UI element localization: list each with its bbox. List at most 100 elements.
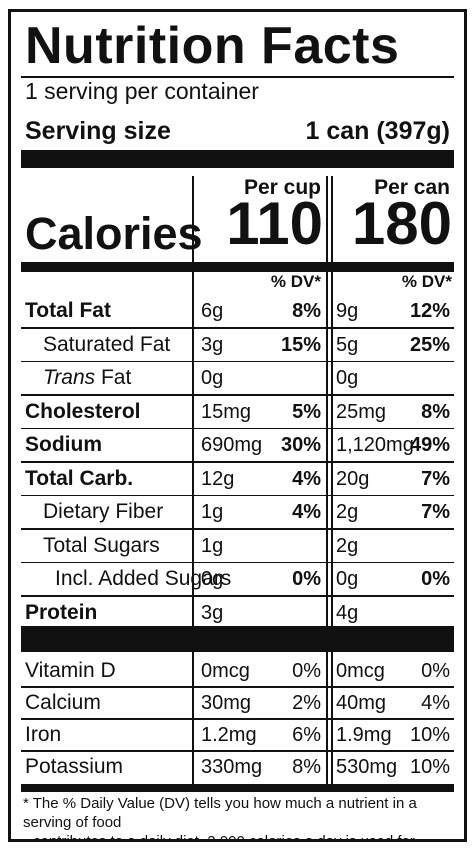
row-divider	[21, 750, 454, 752]
nutrient-label: Total Carb.	[25, 466, 134, 490]
can-dv: 25%	[409, 333, 450, 356]
cup-dv: 4%	[292, 467, 321, 490]
can-amount: 40mg	[336, 692, 387, 714]
can-amount: 1,120mg	[336, 434, 414, 456]
nutrient-row: Total Carb. 12g 4% 20g 7%	[11, 463, 464, 495]
can-dv: 4%	[421, 692, 450, 714]
nutrient-row: Total Fat 6g 8% 9g 12%	[11, 295, 464, 327]
row-divider	[21, 528, 454, 530]
row-divider	[21, 461, 454, 463]
cup-dv: 8%	[292, 300, 321, 322]
cup-amount: 15mg	[201, 400, 252, 423]
can-dv: 10%	[409, 756, 450, 778]
nutrient-label: Total Fat	[25, 299, 111, 322]
row-divider	[21, 595, 454, 597]
vitamin-label: Potassium	[25, 755, 124, 778]
nutrient-label: Protein	[25, 600, 98, 624]
nutrient-label: Sodium	[25, 433, 102, 456]
cup-amount: 3g	[201, 601, 224, 624]
serving-size-value: 1 can (397g)	[305, 117, 450, 145]
cup-amount: 12g	[201, 467, 235, 490]
vitamin-row: Iron 1.2mg 6% 1.9mg 10%	[11, 719, 464, 751]
cup-amount: 0g	[201, 367, 224, 389]
row-divider	[21, 360, 454, 362]
vitamin-label: Vitamin D	[25, 659, 116, 682]
column-divider-cup-left	[192, 176, 194, 784]
can-amount: 9g	[336, 300, 359, 322]
nutrient-row: Sodium 690mg 30% 1,120mg 49%	[11, 429, 464, 461]
cup-dv: 5%	[292, 400, 321, 423]
divider	[21, 76, 454, 78]
nutrient-row: Incl. Added Sugars 0g 0% 0g 0%	[11, 563, 464, 595]
can-dv: 7%	[421, 467, 450, 490]
serving-size-label: Serving size	[25, 117, 171, 145]
vitamin-row: Potassium 330mg 8% 530mg 10%	[11, 751, 464, 783]
can-dv: 0%	[421, 568, 450, 590]
dv-header-cup: % DV*	[270, 272, 321, 291]
can-amount: 2g	[336, 534, 359, 557]
cup-amount: 0mcg	[201, 660, 250, 682]
row-divider	[21, 394, 454, 396]
per-cup-label: Per cup	[243, 176, 321, 199]
calories-label: Calories	[25, 208, 203, 259]
vitamin-row: Vitamin D 0mcg 0% 0mcg 0%	[11, 655, 464, 687]
row-divider	[21, 561, 454, 563]
can-amount: 2g	[336, 501, 359, 523]
calories-per-cup: 110	[226, 190, 323, 257]
nutrient-label: Dietary Fiber	[43, 500, 164, 523]
cup-dv: 30%	[280, 434, 321, 456]
column-divider-cup-right	[326, 176, 328, 784]
servings-per-container: 1 serving per container	[25, 78, 259, 104]
nutrient-row: Trans Fat 0g 0g	[11, 362, 464, 394]
cup-dv: 2%	[292, 692, 321, 714]
calories-bar	[21, 262, 454, 272]
cup-dv: 0%	[292, 568, 321, 590]
can-dv: 10%	[409, 724, 450, 746]
per-can-label: Per can	[374, 176, 450, 199]
cup-amount: 6g	[201, 300, 224, 322]
cup-amount: 690mg	[201, 434, 263, 456]
calories-per-can: 180	[351, 190, 452, 257]
nutrient-label: Trans Fat	[43, 362, 131, 394]
can-dv: 7%	[421, 501, 450, 523]
panel-title: Nutrition Facts	[25, 17, 400, 75]
row-divider	[21, 686, 454, 688]
can-dv: 0%	[421, 660, 450, 682]
nutrient-row: Saturated Fat 3g 15% 5g 25%	[11, 329, 464, 361]
can-amount: 530mg	[336, 756, 398, 778]
vitamin-bar	[21, 626, 454, 652]
footnote-bar	[21, 784, 454, 792]
nutrient-row: Total Sugars 1g 2g	[11, 530, 464, 562]
nutrient-row: Cholesterol 15mg 5% 25mg 8%	[11, 396, 464, 428]
cup-dv: 0%	[292, 660, 321, 682]
can-amount: 0g	[336, 367, 359, 389]
can-dv: 49%	[409, 434, 450, 456]
can-amount: 1.9mg	[336, 724, 392, 746]
vitamin-row: Calcium 30mg 2% 40mg 4%	[11, 687, 464, 719]
footnote-line-2: contributes to a daily diet. 2,000 calor…	[33, 833, 415, 842]
cup-amount: 0g	[201, 568, 224, 590]
cup-amount: 1.2mg	[201, 724, 257, 746]
can-amount: 25mg	[336, 400, 387, 423]
vitamin-label: Calcium	[25, 691, 101, 714]
can-dv: 8%	[421, 400, 450, 423]
nutrient-label-italic: Trans	[43, 366, 96, 389]
column-divider-can-left	[331, 176, 333, 784]
nutrient-row: Protein 3g 4g	[11, 597, 464, 629]
row-divider	[21, 494, 454, 496]
can-dv: 12%	[409, 300, 450, 322]
cup-amount: 1g	[201, 501, 224, 523]
cup-amount: 1g	[201, 534, 224, 557]
thick-divider	[21, 150, 454, 168]
cup-dv: 6%	[292, 724, 321, 746]
can-amount: 20g	[336, 467, 370, 490]
vitamin-label: Iron	[25, 723, 62, 746]
cup-amount: 330mg	[201, 756, 263, 778]
can-amount: 0g	[336, 568, 359, 590]
cup-dv: 4%	[292, 501, 321, 523]
cup-dv: 8%	[292, 756, 321, 778]
cup-amount: 3g	[201, 333, 224, 356]
footnote-line-1: * The % Daily Value (DV) tells you how m…	[23, 795, 417, 831]
nutrition-facts-panel: Nutrition Facts 1 serving per container …	[8, 9, 467, 842]
nutrient-label: Incl. Added Sugars	[55, 567, 232, 590]
